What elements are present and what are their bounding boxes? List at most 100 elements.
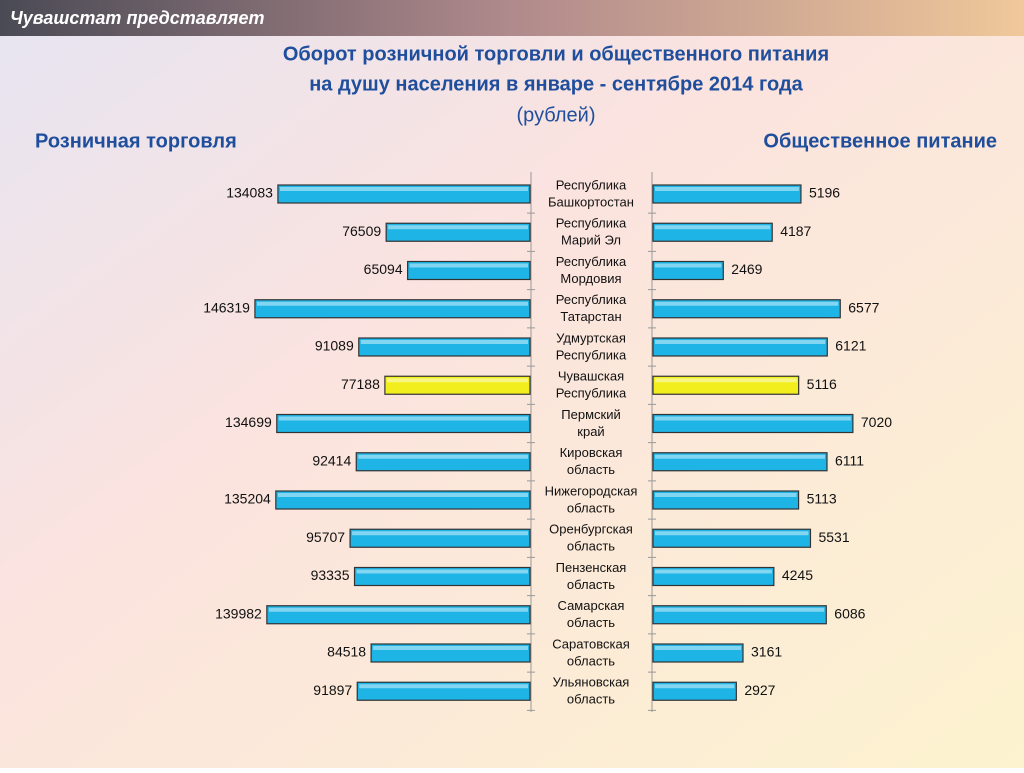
chart-title: Оборот розничной торговли и общественног… — [283, 43, 829, 65]
value-label: 4187 — [780, 223, 811, 239]
category-label: Мордовия — [560, 271, 621, 286]
value-label: 2469 — [731, 261, 762, 277]
bar-shine — [268, 607, 528, 612]
bar-shine — [655, 263, 722, 268]
value-label: 4245 — [782, 567, 813, 583]
value-label: 6577 — [848, 299, 879, 315]
bar-shine — [360, 340, 528, 344]
value-label: 6111 — [835, 452, 864, 468]
category-label: Нижегородская — [545, 483, 638, 498]
bar-shine — [655, 569, 772, 574]
category-label: область — [567, 539, 615, 554]
bar — [652, 222, 773, 242]
bar — [349, 528, 531, 548]
bar-shine — [352, 531, 528, 536]
category-label: область — [567, 615, 615, 630]
value-label: 93335 — [311, 567, 350, 583]
bar-shine — [655, 378, 797, 383]
category-label: Пермский — [561, 407, 620, 422]
value-label: 6086 — [834, 605, 865, 621]
category-label: Ульяновская — [553, 675, 630, 690]
bar-shine — [655, 340, 826, 344]
category-label: Самарская — [558, 598, 625, 613]
value-label: 84518 — [327, 644, 366, 660]
header-bar — [0, 0, 1024, 36]
bar-shine — [655, 187, 799, 191]
bar — [652, 452, 828, 472]
value-label: 5196 — [809, 185, 840, 201]
bar-shine — [655, 225, 771, 230]
category-label: Республика — [556, 254, 627, 269]
category-label: Республика — [556, 177, 627, 192]
category-label: Марий Эл — [561, 233, 621, 248]
value-label: 91897 — [313, 682, 352, 698]
bar-shine — [279, 187, 528, 191]
bar — [652, 566, 775, 587]
value-label: 76509 — [342, 223, 381, 239]
value-label: 95707 — [306, 529, 345, 545]
value-label: 7020 — [861, 414, 892, 430]
bar-shine — [655, 416, 851, 421]
value-label: 65094 — [364, 261, 403, 277]
bar-shine — [655, 531, 809, 536]
bar-shine — [356, 569, 528, 574]
category-label: Республика — [556, 216, 627, 231]
bar — [652, 337, 828, 357]
bar-shine — [358, 454, 528, 459]
category-label: Татарстан — [560, 309, 621, 324]
bar — [254, 299, 531, 319]
bar — [652, 413, 854, 434]
category-label: Башкортостан — [548, 194, 634, 209]
category-label: область — [567, 462, 615, 477]
header: Чувашстат представляет — [10, 8, 265, 28]
bar-shine — [386, 378, 528, 383]
bar — [358, 337, 531, 357]
bar-shine — [277, 493, 528, 497]
bar — [652, 490, 800, 510]
category-label: область — [567, 500, 615, 515]
value-label: 92414 — [312, 452, 351, 468]
value-label: 77188 — [341, 376, 380, 392]
value-label: 6121 — [835, 338, 866, 354]
series-name: Общественное питание — [763, 130, 997, 152]
category-label: область — [567, 577, 615, 592]
value-label: 139982 — [215, 605, 262, 621]
value-label: 134699 — [225, 414, 272, 430]
value-label: 5116 — [807, 376, 837, 392]
bar-shine — [655, 301, 839, 306]
bar — [652, 605, 827, 625]
bar — [385, 222, 531, 242]
category-label: Оренбургская — [549, 522, 633, 537]
bar — [652, 375, 800, 395]
value-label: 3161 — [751, 644, 782, 660]
value-label: 91089 — [315, 338, 354, 354]
bar — [266, 605, 531, 625]
bar-shine — [359, 684, 528, 689]
value-label: 5531 — [818, 529, 849, 545]
bar-shine — [655, 646, 742, 650]
category-label: Республика — [556, 347, 627, 362]
chart-title: на душу населения в январе - сентябре 20… — [309, 73, 803, 95]
bar — [652, 299, 841, 319]
bar-shine — [655, 493, 797, 497]
bar-shine — [278, 416, 528, 421]
value-label: 135204 — [224, 491, 271, 507]
category-label: Чувашская — [558, 369, 624, 384]
bar — [353, 566, 531, 587]
category-label: область — [567, 692, 615, 707]
bar — [652, 260, 724, 281]
bar — [275, 490, 531, 510]
bar — [407, 260, 531, 281]
category-label: Удмуртская — [556, 330, 626, 345]
value-label: 2927 — [744, 682, 775, 698]
value-label: 5113 — [807, 491, 837, 507]
bar-shine — [256, 301, 528, 306]
bar-shine — [388, 225, 528, 230]
category-label: Республика — [556, 386, 627, 401]
chart-subtitle: (рублей) — [517, 104, 596, 126]
category-label: край — [577, 424, 604, 439]
bar-shine — [655, 684, 735, 689]
bar — [276, 413, 531, 434]
